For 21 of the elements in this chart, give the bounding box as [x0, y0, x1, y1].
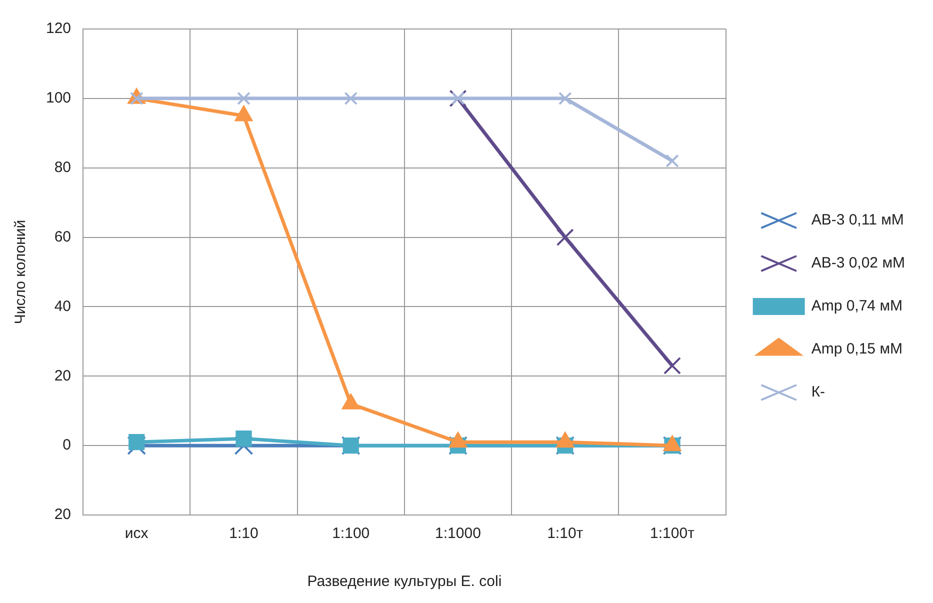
y-tick-label: 60 [54, 228, 72, 246]
legend-label: АВ-3 0,11 мМ [811, 212, 904, 229]
x-tick-label: исх [124, 525, 149, 542]
y-tick-label: 20 [54, 367, 72, 384]
x-tick-label: 1:1000 [435, 525, 481, 542]
y-tick-label: 20 [54, 506, 72, 524]
y-tick-label: 80 [54, 159, 72, 176]
y-tick-label: 0 [62, 436, 72, 454]
y-tick-label: 120 [46, 20, 72, 38]
legend-label: АВ-3 0,02 мМ [811, 254, 906, 272]
legend-label: К- [811, 384, 826, 401]
x-axis-title: Разведение культуры E. coli [307, 573, 502, 590]
legend-label: Amp 0,15 мМ [811, 340, 903, 358]
y-tick-label: 40 [54, 298, 72, 315]
legend-label: Amp 0,74 мМ [811, 298, 903, 315]
x-tick-label: 1:100 [332, 525, 370, 542]
y-tick-label: 100 [46, 90, 72, 107]
y-axis-title: Число колоний [12, 220, 30, 324]
x-tick-label: 1:10 [229, 525, 258, 542]
x-tick-label: 1:10т [547, 525, 584, 542]
x-tick-label: 1:100т [650, 525, 695, 542]
